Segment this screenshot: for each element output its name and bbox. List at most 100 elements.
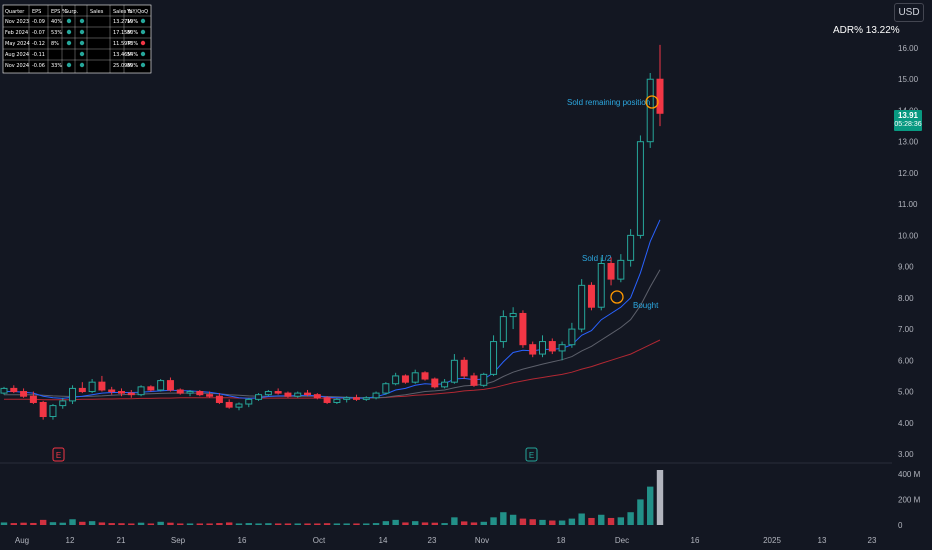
sma-mid-line: [4, 269, 661, 399]
volume-bar: [157, 521, 164, 525]
volume-bar: [314, 523, 321, 525]
price-tick-label: 12.00: [898, 169, 919, 178]
candle-body: [29, 395, 37, 403]
candle-body: [137, 386, 145, 396]
last-price: 13.91: [897, 111, 919, 120]
candle: [235, 402, 243, 411]
volume-bar: [30, 522, 37, 525]
time-tick-label: 13: [818, 536, 827, 545]
candle: [215, 393, 223, 405]
volume-bar: [39, 519, 47, 525]
time-tick-label: 2025: [763, 536, 781, 545]
volume-bar: [177, 523, 184, 525]
candle: [578, 279, 586, 333]
table-cell: 33%: [51, 63, 62, 69]
candle: [529, 341, 537, 358]
table-cell: 73%: [127, 41, 138, 47]
volume-bar: [323, 523, 331, 525]
table-header: Surp.: [65, 9, 79, 15]
volume-bar: [578, 513, 585, 525]
price-tick-label: 9.00: [898, 263, 914, 272]
price-tick-label: 15.00: [898, 75, 919, 84]
candle-body: [607, 262, 615, 280]
volume-bar: [206, 523, 213, 525]
volume-bar: [402, 522, 409, 525]
time-axis[interactable]: Aug 12 21 Sep 16 Oct 14 23 Nov 18 Dec 16 2025 13 23: [15, 536, 877, 545]
candle-body: [519, 312, 527, 346]
candle-body: [617, 259, 625, 280]
candle: [304, 389, 312, 397]
table-cell: -0.07: [32, 30, 45, 36]
price-tick-label: 8.00: [898, 294, 914, 303]
candle: [343, 396, 351, 403]
candle: [323, 396, 331, 405]
candle-body: [274, 391, 282, 394]
volume-bar: [509, 514, 517, 525]
candle: [519, 310, 527, 348]
candle-body: [490, 341, 498, 375]
candle-body: [333, 398, 341, 403]
candle-body: [69, 387, 77, 402]
candle-body: [343, 397, 351, 400]
volume-bar: [460, 521, 468, 525]
candle: [352, 394, 360, 401]
volume-bar: [186, 523, 194, 525]
volume-bar: [69, 519, 76, 525]
candle-body: [0, 387, 8, 394]
volume-bar: [549, 520, 556, 525]
table-cell: -0.12: [32, 41, 45, 47]
candle-body: [548, 341, 556, 352]
table-header: Quarter: [5, 9, 25, 15]
price-tick-label: 4.00: [898, 419, 914, 428]
candle-body: [78, 387, 86, 393]
volume-bar: [284, 523, 292, 525]
candle-body: [39, 401, 47, 418]
candle: [255, 393, 263, 401]
price-axis[interactable]: 3.00 4.00 5.00 6.00 7.00 8.00 9.00 10.00 11.00 12…: [898, 44, 919, 459]
volume-bar: [49, 522, 57, 525]
candle-body: [98, 381, 106, 391]
table-header: YoY/QoQ: [126, 9, 148, 15]
price-tick-label: 7.00: [898, 325, 914, 334]
volume-bar: [98, 522, 106, 525]
earnings-marker-aug[interactable]: E: [52, 447, 65, 462]
candle: [450, 354, 458, 384]
candle-body: [157, 380, 165, 391]
candle-body: [294, 392, 302, 397]
candle: [284, 391, 292, 398]
volume-bar: [265, 523, 272, 525]
volume-bar: [333, 523, 341, 525]
table-cell: 17.15M: [113, 30, 132, 36]
volume-bar: [656, 470, 664, 525]
candle: [470, 372, 478, 387]
volume-bar: [0, 522, 8, 525]
table-cell: 13.27M: [113, 19, 132, 25]
table-cell: -0.11: [32, 52, 45, 58]
candle: [117, 388, 125, 397]
time-tick-label: 23: [868, 536, 877, 545]
volume-bar: [196, 523, 204, 525]
table-cell: Feb 2024: [5, 30, 28, 36]
candle-body: [49, 405, 57, 418]
volume-bars: [0, 470, 664, 525]
candle-body: [245, 398, 253, 405]
earnings-marker-nov[interactable]: E: [525, 447, 538, 462]
candle-body: [235, 403, 243, 408]
candle: [49, 404, 57, 420]
time-tick-label: 14: [379, 536, 388, 545]
candle-body: [323, 397, 331, 403]
candlesticks: [0, 44, 664, 420]
candle: [587, 282, 595, 311]
candle-body: [568, 328, 576, 346]
table-cell: May 2024: [5, 41, 30, 47]
volume-bar: [372, 523, 380, 525]
volume-bar: [607, 517, 615, 525]
volume-bar: [392, 519, 399, 525]
candle-body: [539, 341, 547, 355]
currency-button[interactable]: USD: [894, 3, 924, 22]
volume-bar: [128, 523, 135, 525]
candle: [509, 307, 517, 330]
table-cell: 54%: [127, 52, 138, 58]
candle-body: [587, 284, 595, 308]
